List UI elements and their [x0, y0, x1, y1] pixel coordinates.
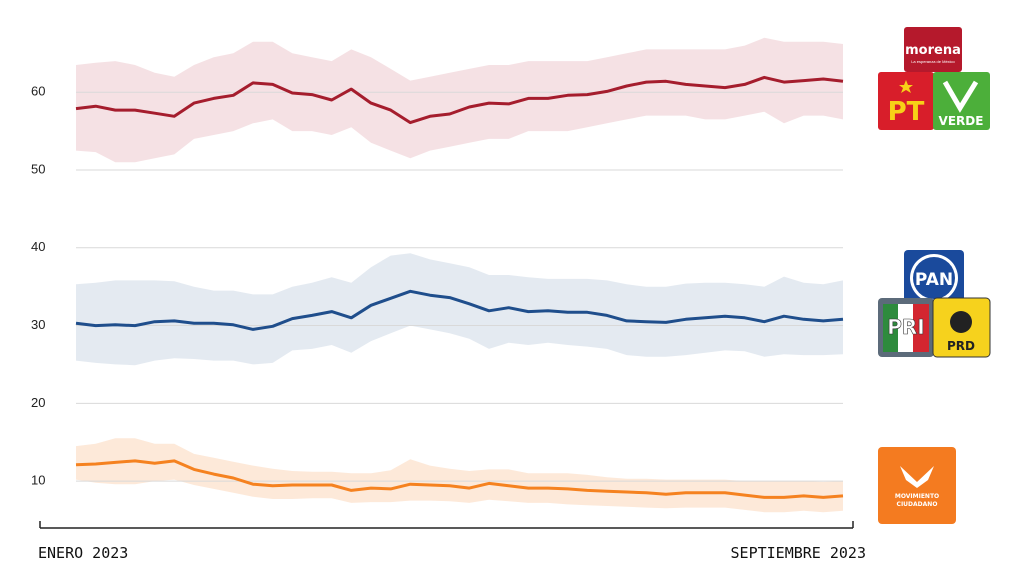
- logo-text: PRI: [887, 315, 925, 339]
- logo-circle: [913, 257, 955, 299]
- x-tick-label: ENERO 2023: [38, 544, 128, 562]
- y-tick-label: 20: [31, 395, 45, 410]
- logo-text: PT: [888, 97, 925, 127]
- logo-stripe: [898, 304, 913, 352]
- logo-text: PRD: [947, 339, 975, 353]
- confidence-band: [76, 253, 843, 366]
- logo-text: MOVIMIENTO: [895, 493, 939, 500]
- confidence-band: [76, 438, 843, 513]
- series-line: [75, 459, 844, 499]
- logo-text: La esperanza de México: [911, 59, 955, 64]
- logo-text: CIUDADANO: [897, 501, 938, 508]
- logo-stripe: [913, 304, 929, 352]
- logo-sun: [950, 311, 972, 333]
- x-tick-label: SEPTIEMBRE 2023: [731, 544, 866, 562]
- logo-box: [878, 72, 934, 130]
- y-tick-label: 40: [31, 239, 45, 254]
- logo-mc: MOVIMIENTO CIUDADANO: [878, 447, 956, 524]
- logo-mark: [900, 466, 934, 488]
- logo-pan-pri-prd: PAN PRI PRD: [878, 250, 991, 358]
- logo-stripe: [883, 304, 898, 352]
- logo-text: morena: [905, 43, 961, 58]
- logo-text: VERDE: [939, 114, 984, 128]
- y-tick-label: 30: [31, 317, 45, 332]
- y-tick-label: 60: [31, 84, 45, 99]
- plot: 10 20 30 40 50 60: [31, 37, 844, 513]
- logo-mark: [942, 80, 979, 113]
- y-tick-label: 10: [31, 473, 45, 488]
- series-line: [75, 75, 844, 125]
- y-tick-label: 50: [31, 161, 45, 176]
- logo-text: PAN: [915, 270, 953, 290]
- confidence-band: [76, 37, 843, 163]
- series-line: [75, 289, 844, 331]
- logo-box: [904, 27, 962, 72]
- logo-morena-pt-verde: morena La esperanza de México PT VERDE: [878, 27, 990, 130]
- logo-star: [899, 80, 913, 93]
